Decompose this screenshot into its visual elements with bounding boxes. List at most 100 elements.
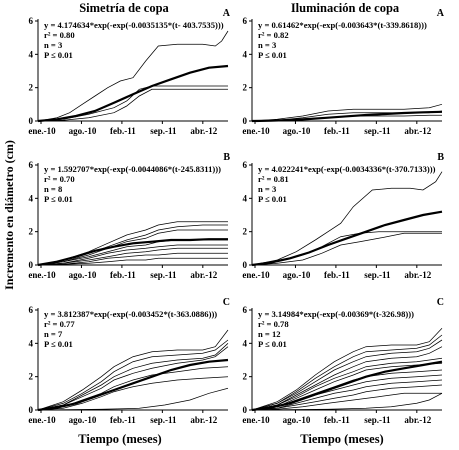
- regression-equation: y = 0.61462*exp(-exp(-0.003643*(t-339.86…: [258, 20, 427, 30]
- y-tick-label: 4: [29, 338, 34, 348]
- y-tick-label: 0: [29, 260, 34, 270]
- y-tick-label: 4: [29, 49, 34, 59]
- tree-series-line: [37, 387, 229, 411]
- panel-letter: B: [437, 152, 444, 163]
- x-tick-label: sep.-11: [364, 270, 391, 280]
- sample-size-label: n = 3: [258, 184, 276, 194]
- r-squared-label: r² = 0.70: [44, 174, 75, 184]
- tree-series-line: [37, 252, 228, 266]
- x-tick-label: ago.-10: [69, 415, 97, 425]
- r-squared-label: r² = 0.82: [258, 30, 289, 40]
- x-tick-label: feb.-11: [110, 126, 136, 136]
- panel-b-right: 0 2 4 6 ene.-10 ago.-10 feb.-11 sep.-11 abr.-12 B…: [242, 152, 444, 280]
- regression-equation: y = 3.812387*exp(-exp(-0.003452*(t-363.0…: [44, 309, 217, 319]
- x-tick-label: ene.-10: [28, 126, 56, 136]
- r-squared-label: r² = 0.77: [44, 319, 75, 329]
- p-value-label: P ≤ 0.01: [44, 339, 73, 349]
- p-value-label: P ≤ 0.01: [258, 50, 287, 60]
- y-tick-label: 6: [243, 16, 248, 26]
- y-tick-label: 6: [243, 305, 248, 315]
- tree-series-line: [251, 110, 443, 122]
- p-value-label: P ≤ 0.01: [258, 339, 287, 349]
- tree-series-line: [251, 232, 442, 266]
- r-squared-label: r² = 0.80: [44, 30, 75, 40]
- x-tick-label: ene.-10: [242, 415, 270, 425]
- tree-series-line: [37, 229, 228, 266]
- panel-letter: A: [223, 8, 231, 19]
- y-tick-label: 4: [29, 193, 34, 203]
- tree-series-line: [251, 114, 442, 122]
- x-tick-label: sep.-11: [364, 126, 391, 136]
- p-value-label: P ≤ 0.01: [44, 194, 73, 204]
- tree-series-line: [251, 346, 443, 411]
- y-tick-label: 0: [29, 405, 34, 415]
- panel-letter: B: [223, 152, 230, 163]
- x-tick-label: abr.-12: [190, 415, 217, 425]
- x-tick-label: sep.-11: [150, 126, 177, 136]
- tree-series-line: [37, 343, 229, 411]
- tree-series-line: [37, 346, 229, 411]
- x-tick-label: feb.-11: [110, 270, 136, 280]
- x-tick-label: ene.-10: [28, 415, 56, 425]
- tree-series-line: [251, 357, 443, 411]
- x-tick-label: ago.-10: [69, 270, 97, 280]
- tree-series-line: [37, 247, 228, 266]
- tree-series-line: [251, 374, 443, 411]
- y-tick-label: 4: [243, 193, 248, 203]
- tree-series-line: [37, 366, 229, 411]
- y-tick-label: 0: [243, 260, 248, 270]
- tree-series-line: [251, 334, 443, 411]
- x-tick-label: feb.-11: [324, 126, 350, 136]
- x-tick-label: abr.-12: [404, 415, 431, 425]
- y-tick-label: 2: [243, 372, 248, 382]
- tree-series-line: [37, 88, 228, 122]
- tree-series-line: [251, 379, 443, 411]
- y-tick-label: 2: [29, 227, 34, 237]
- tree-series-line: [37, 239, 228, 266]
- tree-series-line: [37, 224, 228, 266]
- y-tick-label: 6: [29, 16, 34, 26]
- p-value-label: P ≤ 0.01: [44, 50, 73, 60]
- x-tick-label: abr.-12: [404, 270, 431, 280]
- x-axis-title-left: Tiempo (meses): [78, 432, 161, 446]
- x-tick-label: ene.-10: [28, 270, 56, 280]
- panel-b-left: 0 2 4 6 ene.-10 ago.-10 feb.-11 sep.-11 abr.-12 B…: [28, 152, 230, 280]
- x-tick-label: ene.-10: [242, 270, 270, 280]
- x-tick-label: feb.-11: [324, 415, 350, 425]
- sample-size-label: n = 7: [44, 329, 63, 339]
- x-tick-label: ago.-10: [283, 270, 311, 280]
- y-tick-label: 0: [243, 116, 248, 126]
- x-tick-label: sep.-11: [364, 415, 391, 425]
- tree-series-line: [251, 231, 442, 266]
- column-title-right: Iluminación de copa: [291, 1, 400, 15]
- x-tick-label: ene.-10: [242, 126, 270, 136]
- regression-equation: y = 1.592707*exp(-exp(-0.0044086*(t-245.…: [44, 164, 221, 174]
- fitted-curve-line: [37, 358, 229, 412]
- tree-series-line: [251, 392, 443, 411]
- fitted-curve-line: [251, 210, 443, 267]
- x-tick-label: ago.-10: [69, 126, 97, 136]
- tree-series-line: [37, 376, 229, 411]
- x-tick-label: abr.-12: [190, 270, 217, 280]
- x-tick-label: sep.-11: [150, 270, 177, 280]
- sample-size-label: n = 3: [44, 40, 62, 50]
- y-tick-label: 6: [243, 160, 248, 170]
- tree-series-line: [251, 339, 443, 411]
- y-tick-label: 4: [243, 338, 248, 348]
- x-tick-label: abr.-12: [190, 126, 217, 136]
- tree-series-line: [251, 103, 443, 122]
- y-tick-label: 6: [29, 305, 34, 315]
- y-tick-label: 4: [243, 49, 248, 59]
- fitted-curve-line: [251, 360, 443, 412]
- r-squared-label: r² = 0.81: [258, 174, 289, 184]
- sample-size-label: n = 8: [44, 184, 63, 194]
- tree-series-line: [37, 221, 228, 266]
- panel-a-left: 0 2 4 6 ene.-10 ago.-10 feb.-11 sep.-11 abr.-12 A…: [28, 8, 230, 136]
- sample-size-label: n = 3: [258, 40, 276, 50]
- x-tick-label: feb.-11: [110, 415, 136, 425]
- regression-equation: y = 3.14984*exp(-exp(-0.00369*(t-326.98)…: [258, 309, 414, 319]
- panel-letter: A: [437, 8, 445, 19]
- y-tick-label: 0: [29, 116, 34, 126]
- tree-series-line: [37, 244, 228, 266]
